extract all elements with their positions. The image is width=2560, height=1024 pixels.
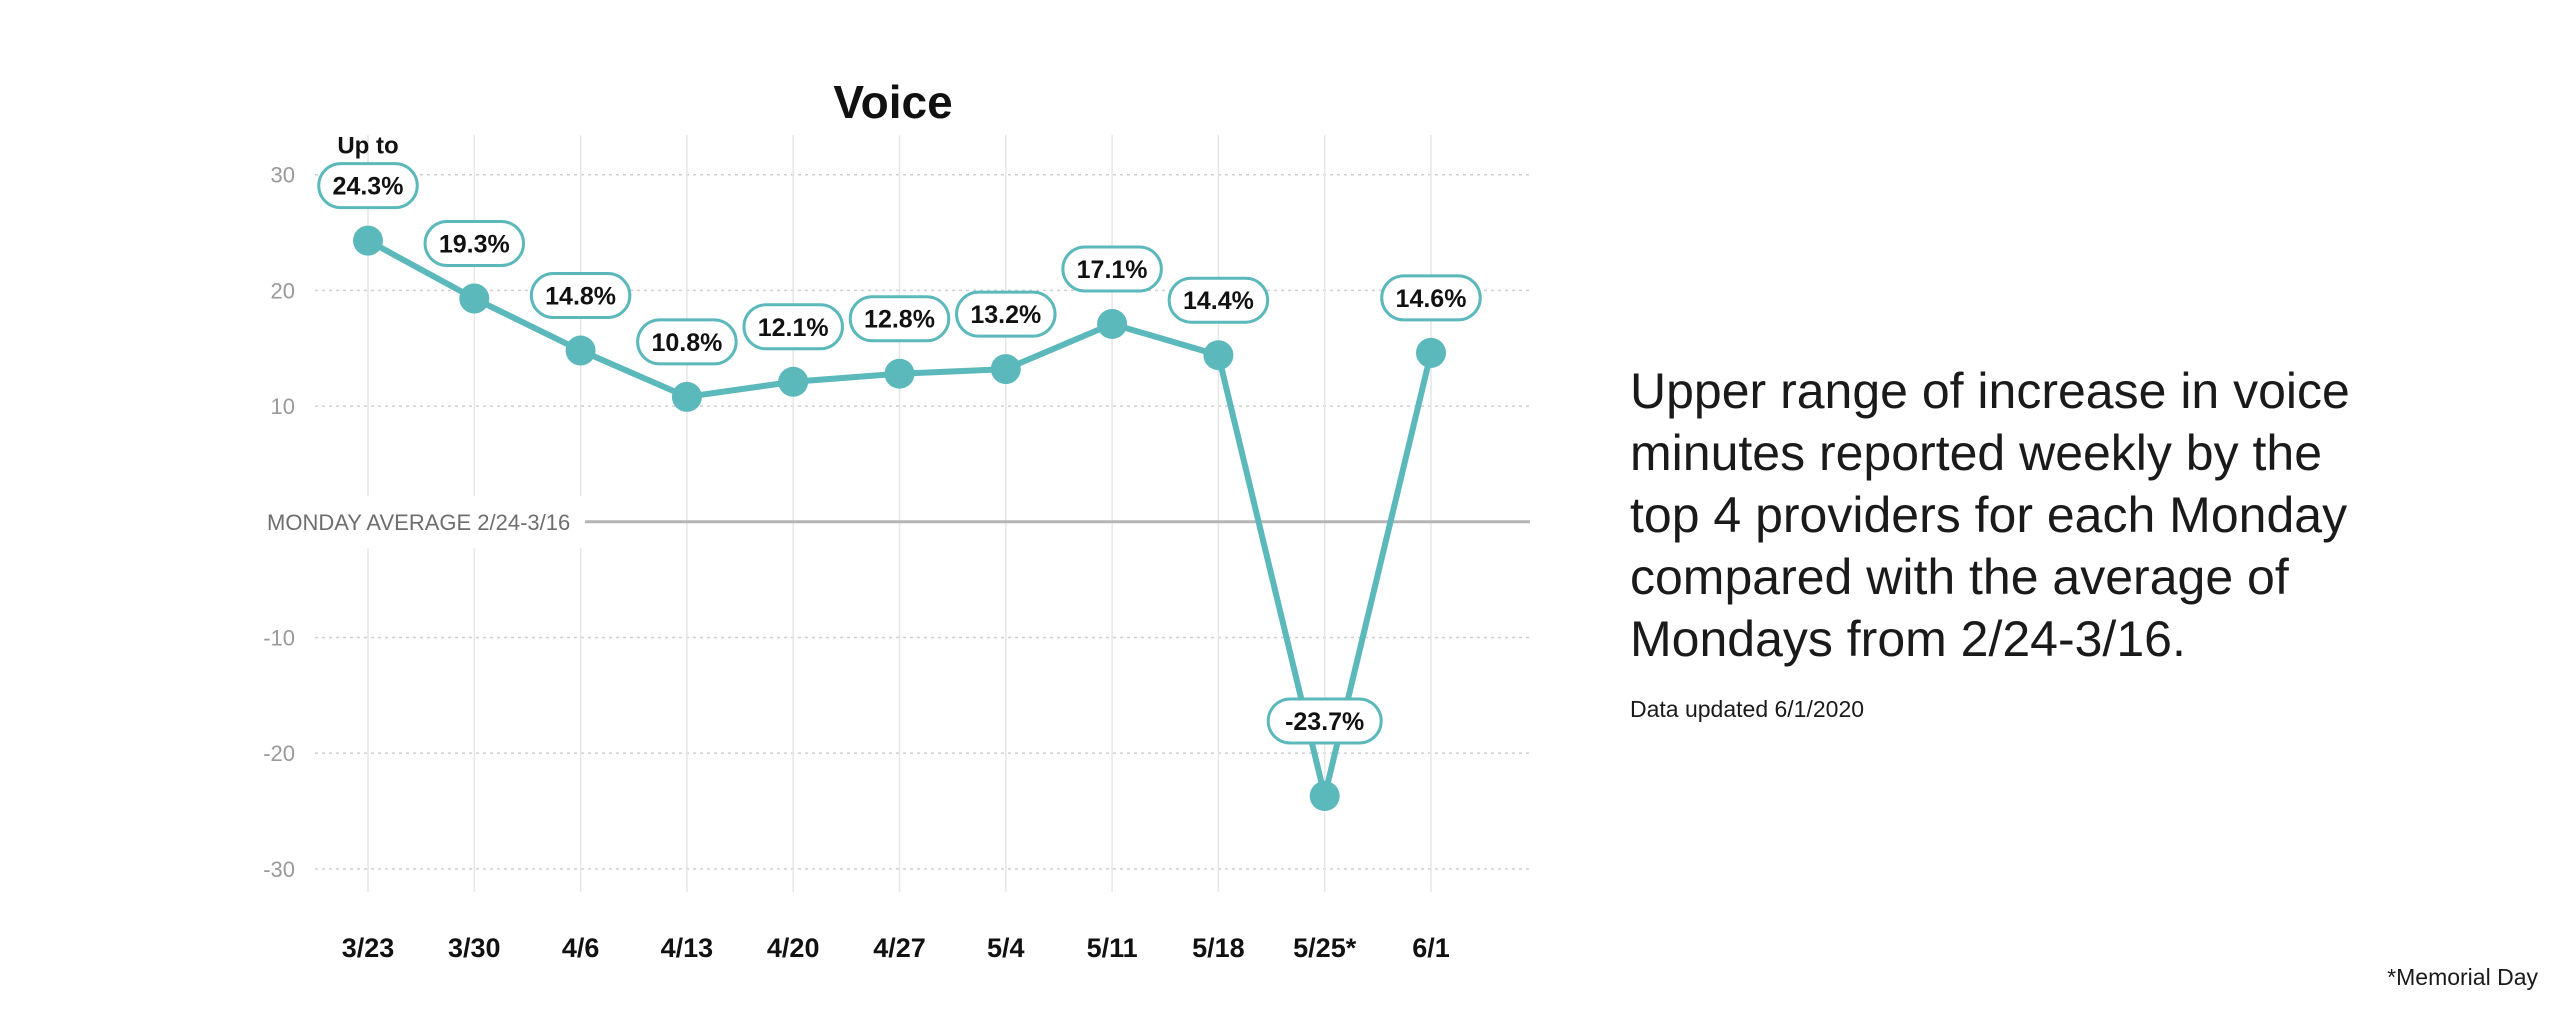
data-label: 19.3% <box>439 230 510 258</box>
y-tick-label: -20 <box>263 741 295 766</box>
data-label: -23.7% <box>1285 708 1364 736</box>
data-point <box>1097 308 1128 339</box>
data-labels: 24.3% Up to 19.3% 14.8% 10.8% 12.1% 12.8% 13.2%… <box>317 133 1482 745</box>
data-label-box <box>742 303 844 351</box>
x-tick-label: 5/25* <box>1293 933 1357 963</box>
data-label-box <box>1167 276 1270 324</box>
data-point <box>565 335 596 366</box>
data-label: 24.3% <box>333 173 404 201</box>
data-label-box <box>1266 697 1383 745</box>
baseline-group: MONDAY AVERAGE 2/24-3/16 <box>255 495 1530 548</box>
data-label-box <box>423 219 526 267</box>
y-axis: 30 20 10 -10 -20 -30 <box>263 163 295 882</box>
x-tick-label: 4/27 <box>873 933 926 963</box>
data-label: 13.2% <box>970 301 1041 329</box>
memorial-day-footnote: *Memorial Day <box>2387 964 2538 990</box>
y-tick-label: 10 <box>271 394 295 419</box>
x-tick-label: 4/20 <box>767 933 820 963</box>
data-point <box>459 283 490 314</box>
data-point <box>1309 780 1340 811</box>
baseline-label-bg <box>255 495 585 548</box>
x-axis: 3/23 3/30 4/6 4/13 4/20 4/27 5/4 5/11 5/18 5/25* 6… <box>342 933 1450 963</box>
y-tick-label: 30 <box>271 163 295 188</box>
data-updated-note: Data updated 6/1/2020 <box>1630 696 1865 722</box>
data-point <box>1203 340 1234 371</box>
voice-line-chart: Voice 30 20 10 -10 -20 -30 MONDAY AVERAGE 2/2… <box>255 76 1530 963</box>
y-tick-label: -10 <box>263 625 295 650</box>
data-label: 14.8% <box>545 283 616 311</box>
chart-title: Voice <box>833 76 952 128</box>
x-tick-label: 5/4 <box>987 933 1025 963</box>
data-label: 17.1% <box>1077 256 1148 284</box>
y-tick-label: 20 <box>271 278 295 303</box>
x-tick-label: 5/18 <box>1192 933 1245 963</box>
x-tick-label: 4/6 <box>562 933 600 963</box>
data-label: 12.1% <box>758 314 829 342</box>
y-tick-label: -30 <box>263 857 295 882</box>
data-label-box <box>848 295 951 343</box>
data-label-prefix: Up to <box>337 133 398 160</box>
data-label-box <box>955 290 1057 338</box>
data-label: 10.8% <box>651 329 722 357</box>
data-label: 14.4% <box>1183 287 1254 315</box>
data-point <box>1416 337 1446 368</box>
data-point <box>990 354 1021 385</box>
data-point <box>671 381 702 412</box>
data-point <box>778 366 809 397</box>
x-tick-label: 4/13 <box>661 933 714 963</box>
chart-description: Upper range of increase in voice minutes… <box>1630 363 2350 667</box>
x-tick-label: 6/1 <box>1412 933 1450 963</box>
data-label-box <box>317 162 419 210</box>
data-point <box>884 358 915 389</box>
data-point <box>353 225 383 256</box>
x-tick-label: 3/23 <box>342 933 395 963</box>
data-label-box <box>529 272 632 320</box>
data-label-box <box>636 318 738 366</box>
data-label: 12.8% <box>864 306 935 334</box>
data-label-box <box>1061 245 1163 293</box>
data-label-box <box>1380 274 1482 322</box>
x-tick-label: 5/11 <box>1087 933 1138 963</box>
x-tick-label: 3/30 <box>448 933 501 963</box>
baseline-label: MONDAY AVERAGE 2/24-3/16 <box>267 510 570 535</box>
data-label: 14.6% <box>1396 285 1467 313</box>
series-voice <box>353 225 1446 811</box>
